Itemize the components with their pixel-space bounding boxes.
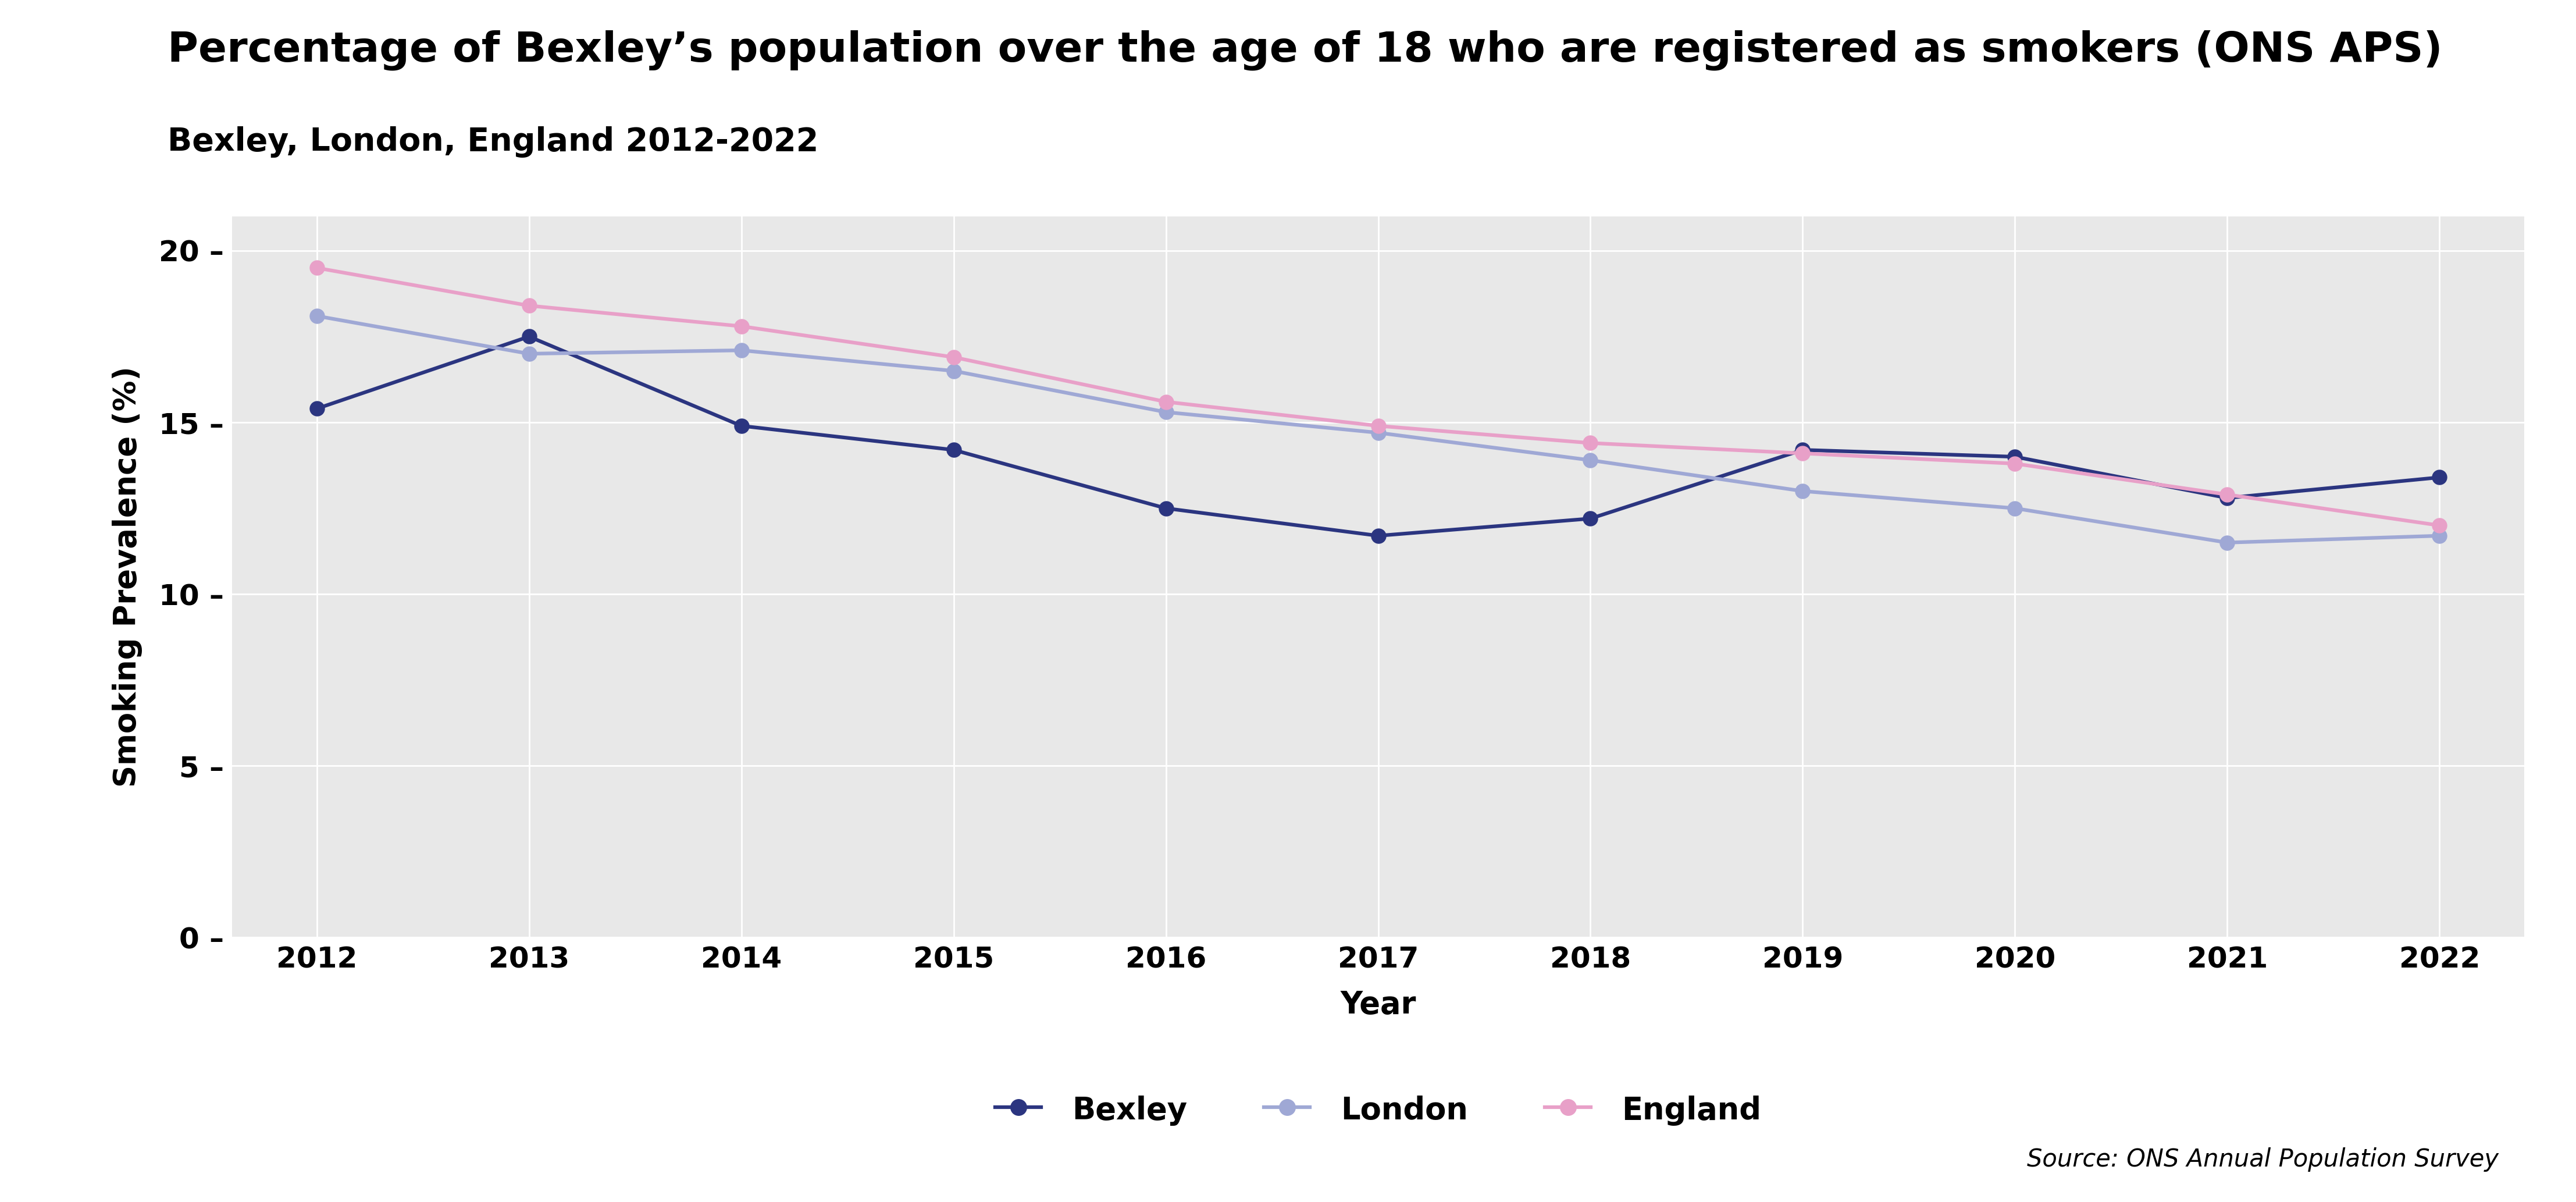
Text: Percentage of Bexley’s population over the age of 18 who are registered as smoke: Percentage of Bexley’s population over t… (167, 30, 2442, 71)
London (2424, 529, 2455, 543)
Y-axis label: Smoking Prevalence (%): Smoking Prevalence (%) (113, 367, 142, 787)
Bexley (1574, 511, 1605, 525)
Bexley (1788, 442, 1819, 457)
England (726, 319, 757, 333)
England (938, 350, 969, 364)
Line: England: England (309, 261, 2447, 532)
London (1574, 453, 1605, 468)
Bexley (1999, 450, 2030, 464)
England (1788, 446, 1819, 460)
London (2213, 535, 2244, 549)
London (938, 364, 969, 379)
London (1999, 501, 2030, 516)
Bexley (2213, 490, 2244, 505)
England (1999, 457, 2030, 471)
London (1788, 484, 1819, 499)
Bexley (2424, 470, 2455, 484)
England (2213, 487, 2244, 501)
London (513, 346, 544, 361)
England (1363, 418, 1394, 433)
Text: Source: ONS Annual Population Survey: Source: ONS Annual Population Survey (2027, 1148, 2499, 1172)
Line: Bexley: Bexley (309, 329, 2447, 543)
England (2424, 518, 2455, 532)
Legend: Bexley, London, England: Bexley, London, England (984, 1083, 1772, 1138)
London (726, 343, 757, 357)
Line: London: London (309, 309, 2447, 549)
London (301, 309, 332, 323)
Bexley (1151, 501, 1182, 516)
London (1151, 405, 1182, 419)
England (1151, 394, 1182, 409)
Bexley (513, 329, 544, 344)
England (301, 261, 332, 275)
London (1363, 426, 1394, 440)
Bexley (726, 418, 757, 433)
England (1574, 436, 1605, 451)
X-axis label: Year: Year (1340, 989, 1417, 1020)
Bexley (301, 401, 332, 416)
Text: Bexley, London, England 2012-2022: Bexley, London, England 2012-2022 (167, 126, 819, 157)
England (513, 298, 544, 313)
Bexley (1363, 529, 1394, 543)
Bexley (938, 442, 969, 457)
